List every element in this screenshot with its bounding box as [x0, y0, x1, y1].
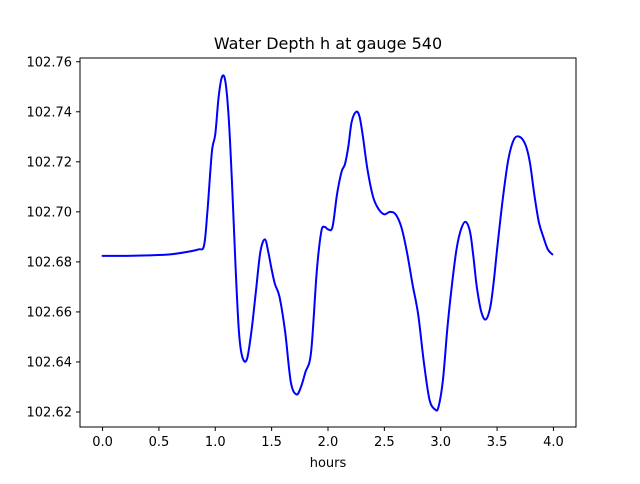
- y-tick-label: 102.72: [27, 155, 73, 170]
- series-line-h: [101, 74, 554, 412]
- y-tick-label: 102.68: [27, 255, 73, 270]
- y-tick-label: 102.74: [27, 105, 73, 120]
- y-tick-label: 102.62: [27, 405, 73, 420]
- x-tick-label: 0.0: [92, 435, 113, 450]
- x-axis-ticks: 0.0 0.5 1.0 1.5 2.0 2.5 3.0 3.5 4.0: [92, 427, 564, 450]
- x-tick-label: 0.5: [149, 435, 170, 450]
- y-tick-label: 102.76: [27, 55, 73, 70]
- x-tick-label: 1.0: [205, 435, 226, 450]
- y-tick-label: 102.70: [27, 205, 73, 220]
- x-tick-label: 4.0: [543, 435, 564, 450]
- plot-area-frame: [79, 57, 577, 428]
- y-axis-ticks: 102.62 102.64 102.66 102.68 102.70 102.72 102.…: [27, 55, 80, 420]
- x-tick-label: 2.5: [374, 435, 395, 450]
- x-tick-label: 2.0: [318, 435, 339, 450]
- x-tick-label: 3.5: [487, 435, 508, 450]
- y-tick-label: 102.64: [27, 355, 73, 370]
- x-tick-label: 1.5: [261, 435, 282, 450]
- x-axis-label: hours: [310, 456, 347, 471]
- chart-title: Water Depth h at gauge 540: [214, 34, 442, 53]
- x-tick-label: 3.0: [430, 435, 451, 450]
- y-tick-label: 102.66: [27, 305, 73, 320]
